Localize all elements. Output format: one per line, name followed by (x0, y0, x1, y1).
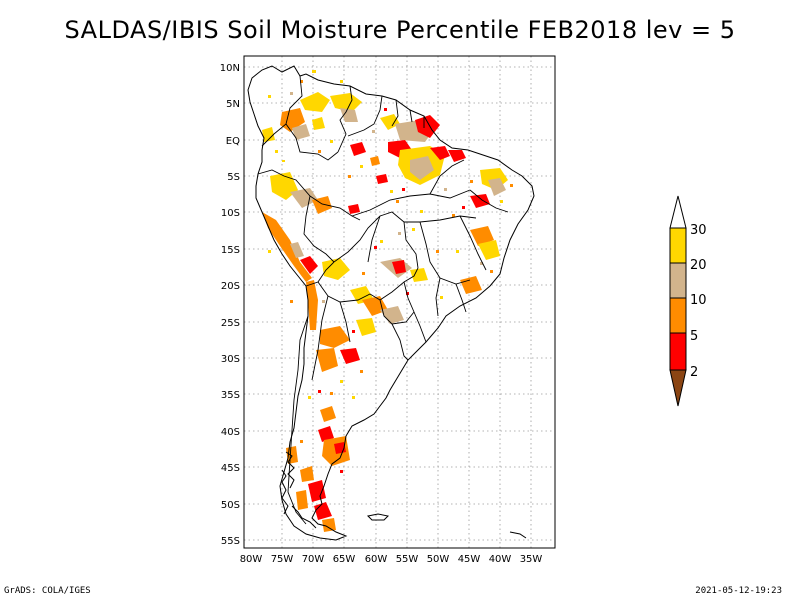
lat-tick-label: 5N (226, 99, 240, 110)
lon-tick-label: 80W (240, 554, 263, 565)
colorbar-top-arrow (669, 195, 687, 229)
colorbar-label: 30 (690, 223, 707, 238)
colorbar-swatch-yellow (669, 227, 687, 264)
lat-tick-label: 50S (221, 500, 240, 511)
south-georgia-island (509, 531, 527, 539)
lat-tick-label: 10S (221, 208, 240, 219)
lon-tick-label: 65W (333, 554, 356, 565)
falkland-islands (366, 513, 390, 521)
map-title: SALDAS/IBIS Soil Moisture Percentile FEB… (64, 16, 736, 44)
lon-tick-label: 35W (520, 554, 543, 565)
lon-tick-label: 50W (427, 554, 450, 565)
lat-tick-label: 45S (221, 463, 240, 474)
lat-tick-label: 15S (221, 245, 240, 256)
lon-tick-label: 45W (458, 554, 481, 565)
lon-tick-label: 60W (365, 554, 388, 565)
colorbar-label: 20 (690, 258, 707, 273)
lon-tick-label: 70W (302, 554, 325, 565)
lat-tick-label: 10N (220, 63, 240, 74)
colorbar-swatch-red (669, 332, 687, 371)
lat-tick-label: 40S (221, 427, 240, 438)
lon-tick-label: 55W (396, 554, 419, 565)
map-frame (243, 55, 556, 549)
soil-moisture-shading (262, 70, 513, 532)
lat-tick-label: EQ (226, 136, 240, 147)
colorbar-label: 2 (690, 365, 698, 380)
colorbar-swatch-tan (669, 262, 687, 299)
chile-fjord-islands (281, 451, 317, 529)
lat-tick-label: 20S (221, 281, 240, 292)
lat-tick-label: 35S (221, 390, 240, 401)
south-america-coastline (247, 65, 535, 541)
lat-tick-label: 5S (227, 172, 240, 183)
lat-tick-label: 25S (221, 318, 240, 329)
colorbar-label: 5 (690, 329, 698, 344)
country-borders (257, 75, 509, 525)
lon-tick-label: 40W (489, 554, 512, 565)
lat-tick-label: 30S (221, 354, 240, 365)
colorbar-legend: 30 20 10 5 2 (669, 195, 707, 407)
lat-tick-label: 55S (221, 536, 240, 547)
footer-timestamp: 2021-05-12-19:23 (695, 586, 782, 596)
colorbar-label: 10 (690, 293, 707, 308)
lon-tick-label: 75W (271, 554, 294, 565)
colorbar-bottom-arrow (669, 369, 687, 407)
colorbar-swatch-orange (669, 297, 687, 334)
footer-credit: GrADS: COLA/IGES (4, 586, 91, 596)
